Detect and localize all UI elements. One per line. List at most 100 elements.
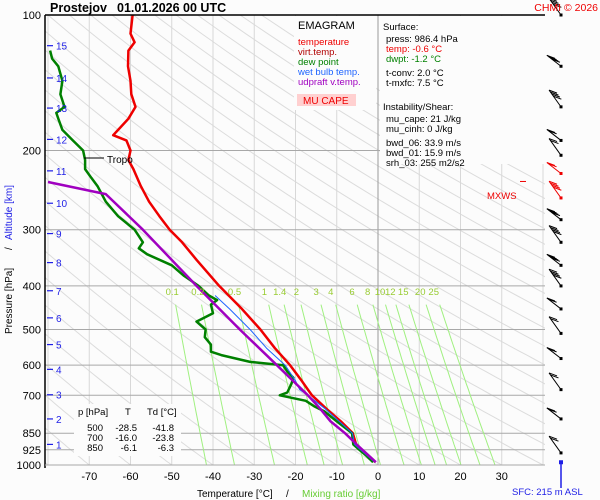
dry-adiabat [47,15,545,347]
x-tick-label: -70 [81,471,97,483]
info-panel [380,16,545,164]
wind-barb-feather [550,182,559,187]
wind-barb-feather [548,298,557,303]
wind-barb-feather [546,208,556,213]
wind-barb-feather [551,93,561,98]
altitude-tick-label: 15 [56,42,68,53]
wind-barb-feather [546,347,556,352]
mixing-ratio-label: 8 [365,287,370,298]
wind-barb-staff [548,225,562,243]
mixing-ratio-label: 15 [398,287,409,298]
axis-layer: 0.1 0.2 0.5 1 1.4 2 3 4 6 8 10 12 15 20 25100200300400… [17,10,563,488]
mixing-ratio-line [300,304,344,465]
mu-cape-badge-label: MU CAPE [303,96,349,107]
datetime: 01.01.2026 00 UTC [117,1,226,15]
wind-barb-feather [551,58,561,63]
altitude-tick-label: 8 [56,259,62,270]
mixing-ratio-label: 10 [375,287,386,298]
altitude-tick-label: 12 [56,135,68,146]
wind-barb-feather [551,257,561,262]
x-axis-title-mixing: Mixing ratio [g/kg] [302,489,381,500]
levels-table-bg [74,404,181,456]
mixing-ratio-line [408,304,462,465]
wind-barb-feather [548,56,557,61]
wind-barb-feather [546,407,556,412]
wind-barb-feather [548,255,557,260]
mixing-ratio-label: 20 [415,287,426,298]
pressure-tick-label: 850 [23,428,41,440]
mixing-ratio-layer [175,304,496,465]
mixing-ratio-label: 6 [349,287,354,298]
dry-adiabat [111,15,545,295]
wind-barb-feather [546,297,556,302]
levels-cell: -41.8 [152,423,174,434]
wind-barb-feather [550,227,559,232]
pressure-tick-label: 500 [23,325,41,337]
wind-barb-feather [551,229,561,234]
dry-adiabat [133,15,545,278]
wind-barb-feather [548,372,558,377]
dry-adiabat [90,15,545,312]
wind-barb [548,372,563,392]
wind-barb [548,225,563,244]
wind-barb-layer [546,0,563,455]
dry-adiabat [239,15,545,200]
pressure-tick-label: 925 [23,445,41,457]
wind-barb-feather [550,210,559,215]
wind-barb-feather [552,0,558,2]
wind-barb-feather [551,272,561,277]
wind-barb-feather [548,225,558,230]
levels-header-td: Td [°C] [147,407,177,418]
series-temperature [111,15,377,464]
x-tick-label: 20 [454,471,466,483]
wind-barb-feather [548,130,557,135]
levels-cell: 500 [87,423,103,434]
dry-adiabat [154,15,545,261]
levels-header-p: p [hPa] [78,407,108,418]
sfc-label: SFC: 215 m ASL [512,487,583,498]
wind-barb-feather [548,209,557,214]
wind-barb-staff [548,268,562,287]
altitude-tick-label: 1 [56,440,62,451]
levels-table-row: 850 -6.1 -6.3 [87,443,174,454]
levels-cell: -28.5 [115,423,137,434]
series-udpraft-v-temp [47,180,377,464]
wind-barb-feather [553,186,562,191]
mixing-ratio-line [395,304,448,465]
levels-header-t: T [125,407,131,418]
mixing-ratio-line [356,304,405,465]
mixing-ratio-label: 1.4 [273,287,286,298]
legend-item-dew-point: dew point [298,57,339,68]
mixing-ratio-label: 25 [428,287,439,298]
altitude-tick-label: 6 [56,314,62,325]
dry-adiabat [68,15,545,329]
wind-barb-feather [550,318,559,323]
x-tick-label: -40 [205,471,221,483]
wind-barb-staff [548,89,562,108]
pressure-tick-label: 700 [23,390,41,402]
grid-layer [45,15,545,465]
x-axis-title: Temperature [°C] [197,489,273,500]
wind-barb-staff [548,138,562,156]
surface-tconv: t-conv: 2.0 °C [386,68,444,79]
altitude-tick-label: 10 [56,199,68,210]
x-tick-label: 30 [496,471,508,483]
wind-barb-feather [548,408,557,413]
wind-barb-feather [546,128,556,133]
altitude-tick-label: 14 [56,74,68,85]
mixing-ratio-line [175,304,207,465]
legend-item-wet-bulb: wet bulb temp. [297,67,360,78]
wind-barb-feather [553,95,562,100]
wind-barb-feather [548,138,558,143]
x-tick-label: -30 [246,471,262,483]
wind-barb [546,297,563,311]
dry-adiabat [45,49,545,385]
mixing-ratio-line [425,304,481,465]
wind-barb-feather [548,348,557,353]
wind-barb-staff [548,435,562,454]
mu-cape-value: mu_cape: 21 J/kg [386,114,461,125]
levels-table-row: 500 -28.5 -41.8 [87,423,174,434]
wind-barb [546,253,563,267]
surface-tmxfc: t-mxfc: 7.5 °C [386,78,444,89]
wind-barb-staff [548,316,562,334]
